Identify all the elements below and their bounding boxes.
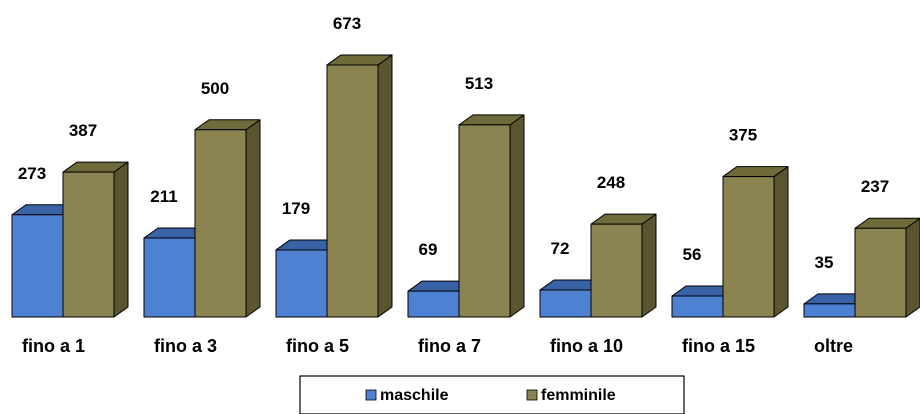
value-label-femminile-fino-a-1: 387	[69, 121, 97, 140]
bar-front	[722, 176, 775, 318]
bar-front	[539, 289, 592, 318]
category-label-fino-a-3: fino a 3	[154, 336, 217, 356]
value-label-femminile-fino-a-10: 248	[597, 173, 625, 192]
bar-side	[905, 217, 920, 318]
value-label-femminile-fino-a-5: 673	[333, 14, 361, 33]
bar-front	[11, 214, 64, 318]
bar-front	[62, 171, 115, 318]
legend-label-femminile: femminile	[541, 387, 616, 404]
bar-femminile-fino-a-7	[458, 114, 525, 318]
bar-femminile-fino-a-15	[722, 166, 789, 318]
legend-label-maschile: maschile	[380, 387, 449, 404]
bar-front	[854, 227, 907, 318]
bar-femminile-fino-a-10	[590, 213, 657, 318]
bar-front	[458, 124, 511, 318]
bar-side	[773, 166, 789, 318]
bar-front	[803, 303, 856, 318]
bar-femminile-fino-a-5	[326, 54, 393, 318]
bar-side	[641, 213, 657, 318]
value-label-maschile-fino-a-1: 273	[18, 164, 46, 183]
bar-front	[590, 223, 643, 318]
value-label-maschile-oltre: 35	[815, 253, 834, 272]
bar-front	[143, 237, 196, 318]
value-label-femminile-oltre: 237	[861, 177, 889, 196]
bar-side	[377, 54, 393, 318]
category-label-oltre: oltre	[814, 336, 853, 356]
bar-side	[113, 161, 129, 318]
bar-side	[509, 114, 525, 318]
bar-front	[407, 290, 460, 318]
legend-swatch-femminile	[526, 389, 538, 401]
legend-swatch-maschile	[365, 389, 377, 401]
bar-front	[275, 249, 328, 318]
bars-layer	[11, 54, 920, 318]
category-label-fino-a-1: fino a 1	[22, 336, 85, 356]
bar-femminile-fino-a-1	[62, 161, 129, 318]
legend: maschile femminile	[299, 375, 685, 414]
bar-femminile-fino-a-3	[194, 119, 261, 318]
bar-front	[194, 129, 247, 318]
category-label-fino-a-10: fino a 10	[550, 336, 623, 356]
value-label-maschile-fino-a-5: 179	[282, 199, 310, 218]
category-labels-layer: fino a 1 fino a 3 fino a 5 fino a 7 fino a 1…	[22, 336, 853, 356]
value-label-femminile-fino-a-15: 375	[729, 126, 757, 145]
category-label-fino-a-7: fino a 7	[418, 336, 481, 356]
bar-front	[326, 64, 379, 318]
legend-box	[299, 375, 685, 414]
value-label-maschile-fino-a-10: 72	[551, 239, 570, 258]
value-label-maschile-fino-a-7: 69	[419, 240, 438, 259]
category-label-fino-a-15: fino a 15	[682, 336, 755, 356]
value-label-maschile-fino-a-3: 211	[150, 187, 177, 206]
bar-side	[245, 119, 261, 318]
category-label-fino-a-5: fino a 5	[286, 336, 349, 356]
value-label-maschile-fino-a-15: 56	[683, 245, 702, 264]
value-label-femminile-fino-a-3: 500	[201, 79, 229, 98]
value-labels-layer: 273 387 211 500 179 673 69 513 72 248 56 375 35 237	[18, 14, 889, 272]
bar-femminile-oltre	[854, 217, 920, 318]
bar-front	[671, 295, 724, 318]
value-label-femminile-fino-a-7: 513	[465, 74, 493, 93]
